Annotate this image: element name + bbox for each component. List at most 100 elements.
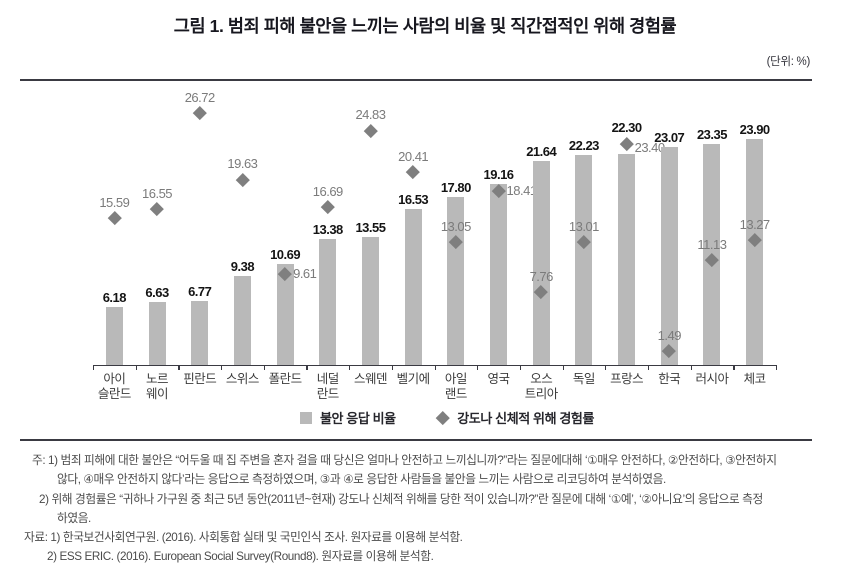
chart-legend: 불안 응답 비율 강도나 신체적 위해 경험률 — [22, 408, 850, 427]
category-label: 스위스 — [225, 372, 260, 386]
footnote-line: 2) 위해 경험률은 “귀하나 가구원 중 최근 5년 동안(2011년~현재)… — [39, 492, 763, 506]
bar — [148, 302, 166, 365]
bar — [660, 146, 678, 365]
diamond-value-label: 13.05 — [440, 218, 472, 234]
bar-value-label: 9.38 — [230, 259, 255, 275]
bar — [319, 238, 337, 365]
footnote-line: 하였음. — [57, 511, 91, 525]
bar-value-label: 23.07 — [654, 129, 685, 145]
bar-value-label: 16.53 — [398, 191, 429, 207]
axis-tick — [477, 365, 479, 370]
bar-value-label: 6.77 — [188, 284, 212, 300]
bar — [746, 139, 764, 365]
category-label: 폴란드 — [268, 372, 303, 386]
category-label: 노르 웨이 — [146, 372, 169, 401]
category-label: 벨기에 — [396, 372, 431, 386]
bar — [575, 154, 593, 365]
axis-tick — [562, 365, 564, 370]
bar-value-label: 13.38 — [312, 221, 344, 237]
axis-tick — [178, 365, 180, 370]
legend-label-diamond: 강도나 신체적 위해 경험률 — [457, 411, 595, 426]
diamond-marker — [363, 123, 378, 138]
diamond-value-label: 13.27 — [739, 216, 771, 232]
diamond-value-label: 9.61 — [293, 266, 317, 282]
diamond-marker — [192, 105, 207, 120]
diamond-marker — [619, 137, 634, 151]
diamond-marker — [150, 201, 164, 216]
bar-value-label: 10.69 — [270, 246, 301, 262]
bar — [618, 154, 636, 365]
category-label: 체코 — [743, 372, 767, 386]
axis-tick — [434, 365, 436, 370]
axis-tick — [519, 365, 522, 370]
axis-tick — [93, 365, 95, 370]
axis-tick — [605, 365, 607, 370]
axis-tick — [263, 365, 265, 370]
diamond-value-label: 11.13 — [697, 236, 727, 252]
bar — [361, 236, 379, 365]
category-label: 영국 — [487, 372, 511, 386]
legend-item-bar: 불안 응답 비율 — [299, 408, 396, 427]
diamond-value-label: 23.40 — [634, 139, 666, 155]
axis-tick — [391, 365, 393, 370]
unit-note: (단위: %) — [766, 56, 811, 68]
footnote-line: 2) ESS ERIC. (2016). European Social Sur… — [47, 550, 434, 564]
diamond-value-label: 19.63 — [227, 156, 258, 172]
diamond-value-label: 7.76 — [529, 268, 554, 284]
diamond-marker — [406, 165, 420, 179]
diamond-marker — [107, 210, 122, 225]
diamond-value-label: 16.69 — [312, 184, 344, 200]
diamond-value-label: 24.83 — [355, 107, 386, 123]
category-label: 네덜 란드 — [316, 372, 340, 401]
bar-value-label: 23.35 — [696, 127, 728, 143]
bar-value-label: 22.23 — [568, 137, 600, 153]
bar-value-label: 17.80 — [440, 179, 472, 195]
bar-value-label: 21.64 — [526, 143, 557, 159]
legend-label-bar: 불안 응답 비율 — [319, 411, 396, 426]
bar-value-label: 13.55 — [355, 219, 386, 235]
footnote-line: 않다, ④매우 안전하지 않다’라는 응답으로 측정하였으며, ③과 ④로 응답… — [57, 473, 666, 487]
axis-tick — [647, 365, 650, 370]
diamond-value-label: 20.41 — [398, 149, 429, 165]
bar — [191, 301, 209, 365]
bar-value-label: 19.16 — [483, 166, 515, 182]
diamond-value-label: 15.59 — [99, 194, 130, 210]
bar — [233, 276, 251, 365]
diamond-marker — [235, 172, 250, 187]
footnote-line: 주: 1) 범죄 피해에 대한 불안은 “어두울 때 집 주변을 혼자 걸을 때… — [32, 454, 777, 467]
footnote-line: 자료: 1) 한국보건사회연구원. (2016). 사회통합 실태 및 국민인식… — [24, 531, 463, 545]
category-label: 러시아 — [695, 372, 729, 386]
bar-value-label: 6.18 — [102, 289, 127, 305]
category-label: 아일 랜드 — [444, 372, 468, 401]
footnotes: 주: 1) 범죄 피해에 대한 불안은 “어두울 때 집 주변을 혼자 걸을 때… — [0, 451, 820, 567]
diamond-value-label: 16.55 — [142, 185, 173, 201]
axis-tick — [690, 365, 692, 370]
diamond-marker — [320, 200, 335, 215]
figure-title: 그림 1. 범죄 피해 불안을 느끼는 사람의 비율 및 직간접적인 위해 경험… — [173, 16, 677, 36]
axis-tick — [221, 365, 223, 370]
category-label: 아이 슬란드 — [97, 372, 132, 401]
bar-value-label: 23.90 — [739, 122, 771, 138]
bar — [490, 183, 508, 365]
bar — [105, 306, 123, 365]
diamond-swatch-icon — [435, 410, 450, 425]
category-label: 오스 트리아 — [524, 372, 559, 401]
diamond-value-label: 18.41 — [506, 183, 538, 199]
bar-value-label: 22.30 — [611, 119, 643, 135]
diamond-value-label: 13.01 — [568, 219, 600, 235]
bar-value-label: 6.63 — [145, 285, 169, 301]
top-rule — [20, 79, 812, 82]
category-label: 한국 — [658, 372, 681, 386]
bar — [532, 160, 550, 365]
axis-tick — [349, 365, 351, 370]
bar — [276, 263, 294, 365]
axis-tick — [776, 365, 778, 370]
axis-tick — [135, 365, 137, 370]
bar — [404, 208, 422, 365]
legend-item-diamond: 강도나 신체적 위해 경험률 — [435, 408, 595, 427]
axis-tick — [733, 365, 735, 370]
category-label: 프랑스 — [610, 372, 644, 386]
category-label: 핀란드 — [183, 372, 217, 386]
axis-tick — [306, 365, 308, 370]
